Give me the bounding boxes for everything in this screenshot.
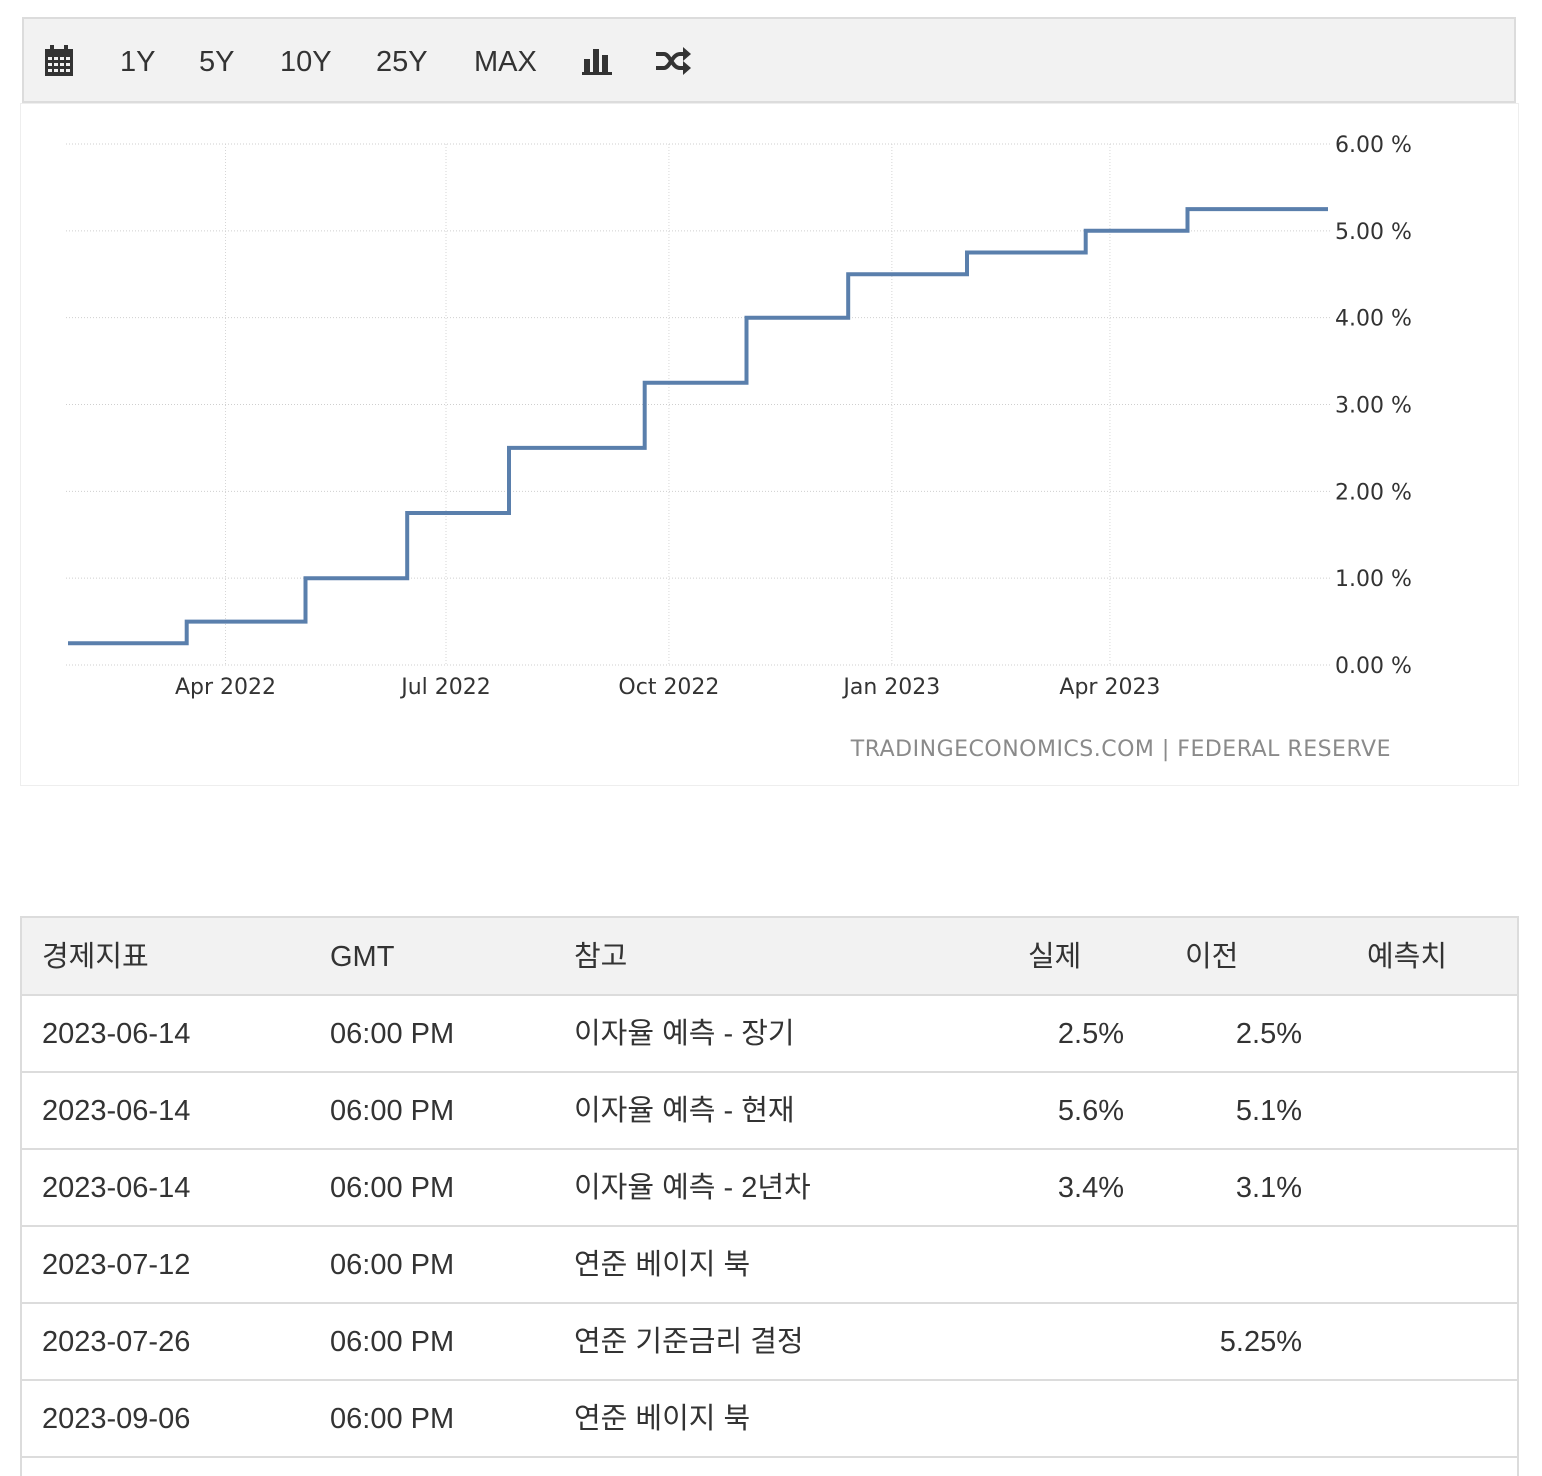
row-event: 연준 기준금리 결정 bbox=[574, 1326, 804, 1358]
row-forecast bbox=[1342, 1304, 1472, 1380]
row-event: 이자율 예측 - 장기 bbox=[574, 1018, 795, 1050]
x-tick-label: Jan 2023 bbox=[841, 675, 940, 700]
chart-container: 0.00 % 1.00 % 2.00 % 3.00 % 4.00 % 5.00 % 6.00… bbox=[20, 103, 1519, 786]
row-date: 2023-06-14 bbox=[42, 1018, 191, 1050]
row-date: 2023-06-14 bbox=[42, 1095, 191, 1127]
row-time: 06:00 PM bbox=[330, 1095, 455, 1127]
shuffle-icon[interactable] bbox=[654, 47, 692, 80]
calendar-icon[interactable] bbox=[44, 45, 74, 82]
header-previous: 이전 bbox=[1185, 941, 1239, 973]
y-tick-label: 1.00 % bbox=[1335, 567, 1412, 592]
row-actual: 2.5% bbox=[1057, 1018, 1124, 1050]
x-tick-label: Oct 2022 bbox=[618, 675, 719, 700]
header-gmt: GMT bbox=[330, 941, 395, 973]
row-previous bbox=[1162, 1227, 1302, 1303]
header-actual: 실제 bbox=[1028, 941, 1082, 973]
y-tick-label: 3.00 % bbox=[1335, 394, 1412, 419]
row-event: 이자율 예측 - 현재 bbox=[574, 1095, 795, 1127]
row-forecast bbox=[1342, 1227, 1472, 1303]
x-tick-label: Apr 2022 bbox=[175, 675, 276, 700]
row-forecast bbox=[1342, 996, 1472, 1072]
table-row[interactable]: 2023-06-14 06:00 PM 이자율 예측 - 장기 2.5% 2.5% bbox=[22, 996, 1517, 1073]
row-time: 06:00 PM bbox=[330, 1249, 455, 1281]
table-row[interactable]: 2023-07-12 06:00 PM 연준 베이지 북 bbox=[22, 1227, 1517, 1304]
y-tick-label: 2.00 % bbox=[1335, 480, 1412, 505]
range-5y-button[interactable]: 5Y bbox=[199, 46, 235, 78]
range-10y-button[interactable]: 10Y bbox=[280, 46, 332, 78]
interest-rate-chart: 0.00 % 1.00 % 2.00 % 3.00 % 4.00 % 5.00 % 6.00… bbox=[66, 133, 1412, 762]
header-forecast: 예측치 bbox=[1367, 941, 1448, 973]
y-tick-label: 0.00 % bbox=[1335, 654, 1412, 679]
row-actual bbox=[1012, 1381, 1124, 1457]
row-time: 06:00 PM bbox=[330, 1326, 455, 1358]
series-line bbox=[68, 207, 1328, 646]
table-row[interactable]: 2023-09-06 06:00 PM 연준 베이지 북 bbox=[22, 1381, 1517, 1458]
row-previous: 3.1% bbox=[1235, 1172, 1302, 1204]
row-time: 06:00 PM bbox=[330, 1403, 455, 1435]
table-row[interactable]: 2023-06-14 06:00 PM 이자율 예측 - 2년차 3.4% 3.1% bbox=[22, 1150, 1517, 1227]
y-tick-label: 4.00 % bbox=[1335, 307, 1412, 332]
row-actual bbox=[1012, 1227, 1124, 1303]
row-actual bbox=[1012, 1304, 1124, 1380]
row-actual: 3.4% bbox=[1057, 1172, 1124, 1204]
range-25y-button[interactable]: 25Y bbox=[376, 46, 428, 78]
y-tick-label: 6.00 % bbox=[1335, 133, 1412, 158]
range-1y-button[interactable]: 1Y bbox=[120, 46, 156, 78]
row-event: 연준 베이지 북 bbox=[574, 1403, 751, 1435]
header-indicator: 경제지표 bbox=[42, 941, 149, 973]
row-date: 2023-07-26 bbox=[42, 1326, 191, 1358]
x-tick-label: Apr 2023 bbox=[1059, 675, 1160, 700]
row-forecast bbox=[1342, 1381, 1472, 1457]
row-time: 06:00 PM bbox=[330, 1018, 455, 1050]
row-date: 2023-09-06 bbox=[42, 1403, 191, 1435]
row-previous: 5.1% bbox=[1235, 1095, 1302, 1127]
row-actual: 5.6% bbox=[1057, 1095, 1124, 1127]
x-tick-label: Jul 2022 bbox=[399, 675, 491, 700]
row-previous bbox=[1162, 1381, 1302, 1457]
table-header: 경제지표 GMT 참고 실제 이전 예측치 bbox=[22, 918, 1517, 996]
chart-credit: TRADINGECONOMICS.COM | FEDERAL RESERVE bbox=[850, 737, 1391, 762]
row-date: 2023-07-12 bbox=[42, 1249, 191, 1281]
row-event: 연준 베이지 북 bbox=[574, 1249, 751, 1281]
row-date: 2023-06-14 bbox=[42, 1172, 191, 1204]
row-event: 이자율 예측 - 2년차 bbox=[574, 1172, 811, 1204]
row-previous: 2.5% bbox=[1235, 1018, 1302, 1050]
table-row[interactable]: 2023-06-14 06:00 PM 이자율 예측 - 현재 5.6% 5.1% bbox=[22, 1073, 1517, 1150]
row-forecast bbox=[1342, 1073, 1472, 1149]
header-reference: 참고 bbox=[574, 941, 628, 973]
chart-toolbar: 1Y 5Y 10Y 25Y MAX bbox=[22, 17, 1516, 103]
row-forecast bbox=[1342, 1150, 1472, 1226]
row-previous: 5.25% bbox=[1219, 1326, 1302, 1358]
range-max-button[interactable]: MAX bbox=[474, 46, 537, 78]
bar-chart-icon[interactable] bbox=[582, 47, 612, 80]
table-row[interactable]: 2023-07-26 06:00 PM 연준 기준금리 결정 5.25% bbox=[22, 1304, 1517, 1381]
y-tick-label: 5.00 % bbox=[1335, 220, 1412, 245]
row-time: 06:00 PM bbox=[330, 1172, 455, 1204]
calendar-table: 경제지표 GMT 참고 실제 이전 예측치 2023-06-14 06:00 PM… bbox=[20, 916, 1519, 1476]
